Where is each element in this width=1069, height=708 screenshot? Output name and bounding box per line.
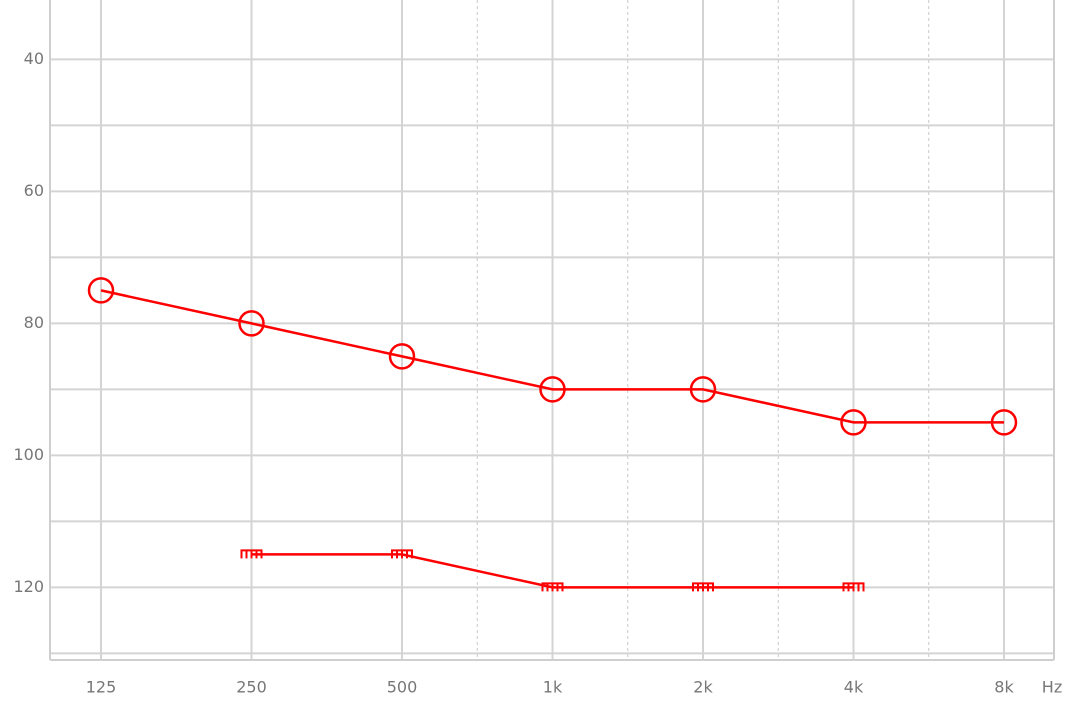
marker [388, 343, 416, 370]
x-tick-label: 125 [86, 678, 117, 697]
marker [689, 376, 717, 403]
marker [692, 582, 714, 592]
y-tick-label: 40 [24, 49, 44, 68]
x-tick-label: 250 [236, 678, 267, 697]
y-tick-label: 100 [13, 445, 44, 464]
marker [87, 277, 115, 304]
marker [541, 582, 564, 592]
x-tick-label: 4k [844, 678, 864, 697]
y-tick-label: 80 [24, 313, 44, 332]
marker [238, 310, 265, 337]
y-tick-label: 60 [24, 181, 44, 200]
x-tick-label: 500 [387, 678, 418, 697]
series-line [100, 289, 1004, 424]
marker [391, 549, 413, 559]
x-unit-label: Hz [1042, 678, 1062, 697]
marker [842, 582, 865, 592]
marker [840, 409, 867, 436]
x-tick-label: 1k [543, 678, 563, 697]
marker [240, 549, 263, 559]
x-tick-label: 8k [994, 678, 1014, 697]
x-tick-label: 2k [693, 678, 713, 697]
marker [990, 409, 1018, 436]
marker [539, 376, 566, 403]
y-tick-label: 120 [13, 577, 44, 596]
